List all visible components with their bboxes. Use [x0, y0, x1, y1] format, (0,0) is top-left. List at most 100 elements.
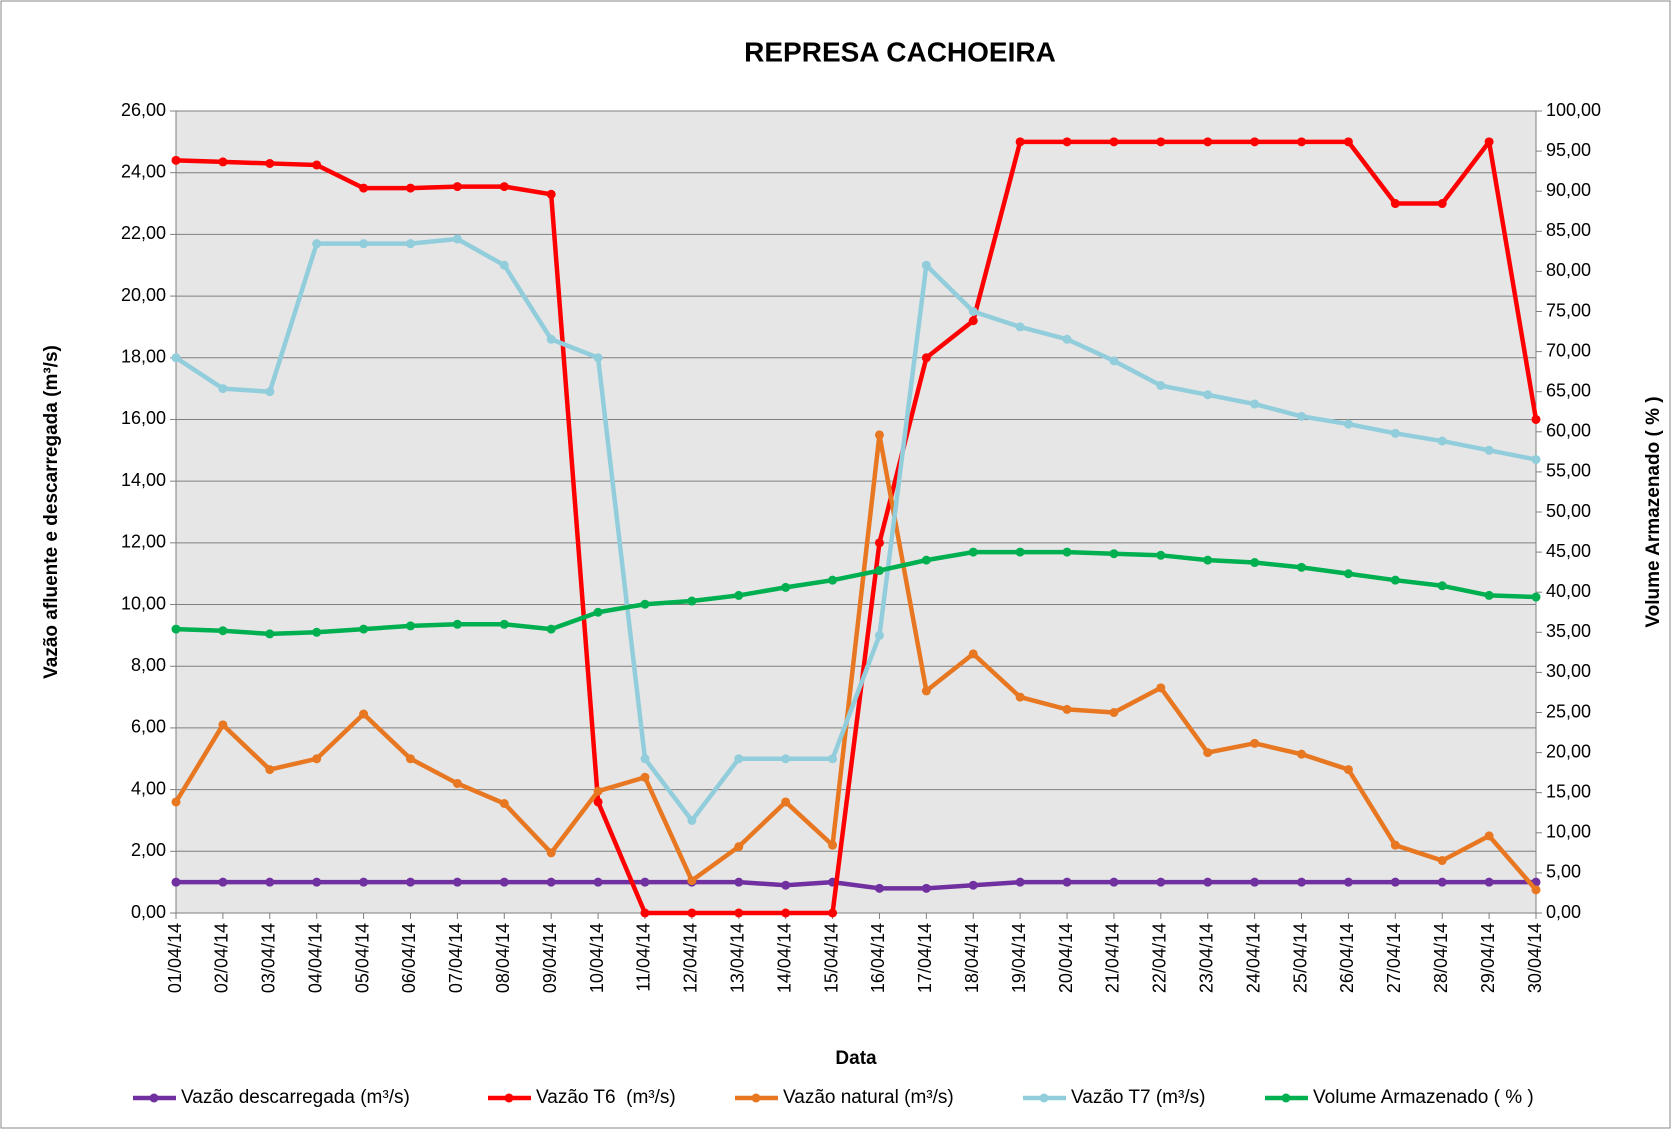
data-point [828, 754, 838, 764]
y2-tick-label: 70,00 [1546, 340, 1591, 360]
data-point [921, 686, 931, 696]
x-tick-label: 08/04/14 [493, 923, 513, 993]
legend-marker [1281, 1093, 1291, 1103]
data-point [781, 754, 791, 764]
y-tick-label: 24,00 [121, 161, 166, 181]
data-point [1343, 137, 1353, 147]
data-point [968, 547, 978, 557]
data-point [265, 765, 275, 775]
data-point [171, 797, 181, 807]
data-point [218, 157, 228, 167]
data-point [1390, 199, 1400, 209]
data-point [1531, 455, 1541, 465]
y-tick-label: 18,00 [121, 347, 166, 367]
data-point [968, 316, 978, 326]
x-tick-label: 12/04/14 [681, 923, 701, 993]
data-point [828, 908, 838, 918]
data-point [593, 877, 603, 887]
y2-tick-label: 25,00 [1546, 701, 1591, 721]
data-point [781, 880, 791, 890]
plot-area [176, 111, 1536, 913]
x-tick-label: 13/04/14 [728, 923, 748, 993]
data-point [734, 908, 744, 918]
data-point [1156, 381, 1166, 391]
x-tick-label: 04/04/14 [305, 923, 325, 993]
y2-tick-label: 15,00 [1546, 781, 1591, 801]
data-point [499, 877, 509, 887]
legend-marker [1039, 1093, 1049, 1103]
data-point [546, 848, 556, 858]
data-point [499, 619, 509, 629]
y2-tick-label: 80,00 [1546, 260, 1591, 280]
x-tick-label: 02/04/14 [212, 923, 232, 993]
data-point [593, 786, 603, 796]
series-line [175, 549, 1537, 637]
data-point [1250, 738, 1260, 748]
y2-tick-label: 20,00 [1546, 741, 1591, 761]
data-point [218, 384, 228, 394]
y2-tick-label: 0,00 [1546, 902, 1581, 922]
data-point [265, 629, 275, 639]
data-point [1203, 748, 1213, 758]
data-point [1343, 569, 1353, 579]
x-tick-label: 01/04/14 [165, 923, 185, 993]
data-point [1156, 683, 1166, 693]
series-line [174, 432, 1538, 892]
x-tick-label: 21/04/14 [1103, 923, 1123, 993]
data-point [265, 877, 275, 887]
data-point [1203, 137, 1213, 147]
x-tick-label: 09/04/14 [540, 923, 560, 993]
data-point [874, 630, 884, 640]
x-tick-label: 24/04/14 [1243, 923, 1263, 993]
x-tick-label: 19/04/14 [1009, 923, 1029, 993]
y-tick-label: 8,00 [131, 655, 166, 675]
data-point [359, 183, 369, 193]
x-tick-label: 29/04/14 [1478, 923, 1498, 993]
legend-label: Vazão T7 (m³/s) [1071, 1087, 1205, 1108]
data-point [1109, 708, 1119, 717]
legend-label: Vazão T6 (m³/s) [536, 1087, 676, 1108]
data-point [687, 815, 697, 825]
y-tick-label: 2,00 [131, 840, 166, 860]
data-point [1531, 414, 1541, 424]
data-point [499, 798, 509, 808]
data-point [828, 840, 838, 850]
data-point [1015, 692, 1025, 702]
data-point [265, 387, 275, 397]
data-point [1156, 877, 1166, 887]
data-point [640, 599, 650, 609]
y-tick-label: 14,00 [121, 470, 166, 490]
y2-tick-label: 30,00 [1546, 661, 1591, 681]
data-point [452, 778, 462, 788]
data-point [1297, 137, 1307, 147]
data-point [874, 430, 884, 440]
data-point [968, 649, 978, 659]
data-point [1390, 575, 1400, 585]
y2-tick-label: 100,00 [1546, 100, 1601, 120]
data-point [312, 627, 322, 637]
data-point [687, 908, 697, 918]
y2-tick-label: 5,00 [1546, 862, 1581, 882]
data-point [828, 575, 838, 585]
data-point [1297, 562, 1307, 572]
data-point [1109, 549, 1119, 559]
data-point [546, 624, 556, 634]
legend-marker [751, 1093, 761, 1103]
data-point [1203, 555, 1213, 565]
y-tick-label: 0,00 [131, 902, 166, 922]
data-point [781, 797, 791, 807]
y2-tick-label: 90,00 [1546, 180, 1591, 200]
data-point [312, 160, 322, 170]
data-point [546, 189, 556, 199]
data-point [1250, 399, 1260, 409]
y2-tick-label: 35,00 [1546, 621, 1591, 641]
data-point [1015, 137, 1025, 147]
data-point [1484, 590, 1494, 600]
data-point [1250, 877, 1260, 887]
data-point [1250, 137, 1260, 147]
data-point [452, 877, 462, 887]
data-point [359, 877, 369, 887]
data-point [1109, 137, 1119, 147]
x-tick-label: 05/04/14 [352, 923, 372, 993]
data-point [499, 182, 509, 192]
